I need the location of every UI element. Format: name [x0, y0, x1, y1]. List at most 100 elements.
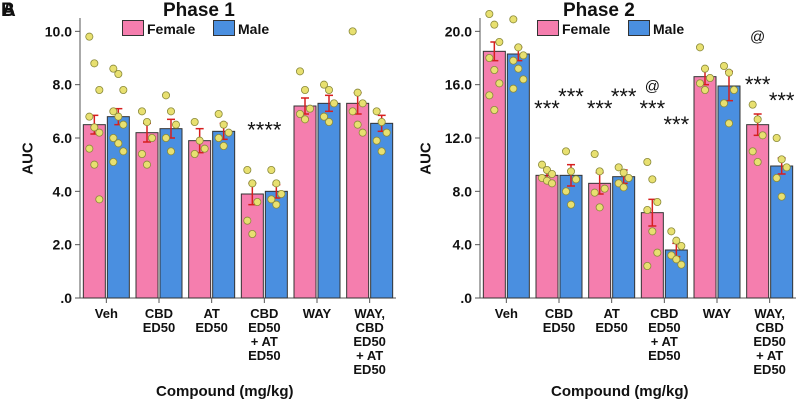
data-point	[758, 131, 767, 140]
data-point	[166, 147, 175, 156]
data-point	[85, 112, 94, 121]
x-tick-label: AT ED50	[195, 306, 228, 335]
data-point	[547, 179, 556, 188]
bar-female	[482, 50, 506, 299]
data-point	[485, 91, 494, 100]
data-point	[753, 157, 762, 166]
bar-male	[612, 176, 636, 299]
panel-b-x-axis-label: Compound (mg/kg)	[551, 383, 689, 400]
x-tick-label: CBD ED50	[543, 306, 576, 335]
data-point	[119, 147, 128, 156]
data-point	[485, 54, 494, 63]
data-point	[372, 136, 381, 145]
bar-female	[293, 105, 317, 299]
data-point	[214, 133, 223, 142]
significance-at-marker: @	[645, 78, 660, 95]
data-point	[109, 64, 118, 73]
legend-female-swatch	[122, 20, 144, 36]
data-point	[648, 175, 657, 184]
data-point	[224, 128, 233, 137]
significance-stars: ***	[769, 88, 795, 113]
data-point	[509, 15, 518, 24]
data-point	[85, 32, 94, 41]
data-point	[600, 184, 609, 193]
panel-a-title: Phase 1	[163, 0, 235, 21]
data-point	[382, 128, 391, 137]
data-point	[509, 84, 518, 93]
data-point	[190, 118, 199, 127]
data-point	[142, 118, 151, 127]
data-point	[358, 99, 367, 108]
data-point	[243, 216, 252, 225]
data-point	[248, 229, 257, 238]
data-point	[353, 120, 362, 129]
data-point	[90, 160, 99, 169]
y-tick-label: 16.0	[445, 77, 472, 93]
bar-female	[188, 140, 212, 299]
data-point	[777, 155, 786, 164]
data-point	[724, 119, 733, 128]
significance-stars: ***	[663, 112, 689, 137]
significance-stars: ***	[745, 72, 771, 97]
data-point	[700, 86, 709, 95]
data-point	[514, 43, 523, 52]
data-point	[547, 169, 556, 178]
x-tick-label: AT ED50	[595, 306, 628, 335]
data-point	[561, 187, 570, 196]
data-point	[267, 165, 276, 174]
significance-at-marker: @	[750, 29, 765, 46]
y-tick-label: .0	[460, 290, 472, 306]
legend-male-label: Male	[653, 21, 685, 37]
significance-stars: ***	[639, 96, 665, 121]
data-point	[95, 86, 104, 95]
data-point	[319, 112, 328, 121]
panel-b-legend-female: Female	[537, 20, 610, 37]
data-point	[653, 248, 662, 257]
y-tick-label: 8.0	[453, 183, 473, 199]
data-point	[305, 104, 314, 113]
x-tick-label: Veh	[495, 306, 518, 321]
data-point	[695, 79, 704, 88]
data-point	[95, 195, 104, 204]
y-tick-label: .0	[60, 290, 72, 306]
y-tick-label: 8.0	[53, 77, 73, 93]
data-point	[358, 128, 367, 137]
data-point	[295, 67, 304, 76]
legend-female-label: Female	[147, 21, 196, 37]
data-point	[495, 79, 504, 88]
panel-b-title: Phase 2	[563, 0, 635, 21]
data-point	[248, 179, 257, 188]
y-tick-label: 12.0	[445, 130, 472, 146]
data-point	[95, 128, 104, 137]
x-tick-label: Veh	[95, 306, 118, 321]
data-point	[772, 173, 781, 182]
data-point	[219, 120, 228, 129]
data-point	[514, 64, 523, 73]
data-point	[243, 165, 252, 174]
bar-male	[317, 102, 341, 299]
x-tick-label: WAY, CBD ED50 + AT ED50	[353, 306, 386, 377]
data-point	[643, 205, 652, 214]
data-point	[672, 255, 681, 264]
significance-stars: ****	[247, 117, 282, 142]
data-point	[114, 112, 123, 121]
data-point	[485, 9, 494, 18]
data-point	[114, 70, 123, 79]
y-tick-label: 2.0	[53, 237, 73, 253]
data-point	[653, 197, 662, 206]
bar-female	[535, 174, 559, 299]
x-tick-label: WAY	[303, 306, 332, 321]
data-point	[614, 163, 623, 172]
data-point	[190, 149, 199, 158]
significance-stars: ***	[587, 96, 613, 121]
data-point	[200, 144, 209, 153]
legend-male-label: Male	[238, 21, 270, 37]
data-point	[643, 157, 652, 166]
data-point	[519, 51, 528, 60]
x-tick-label: CBD ED50 + AT ED50	[248, 306, 281, 363]
panel-b-legend-male: Male	[628, 20, 684, 37]
legend-female-swatch	[537, 20, 559, 36]
data-point	[648, 227, 657, 236]
data-point	[353, 88, 362, 97]
